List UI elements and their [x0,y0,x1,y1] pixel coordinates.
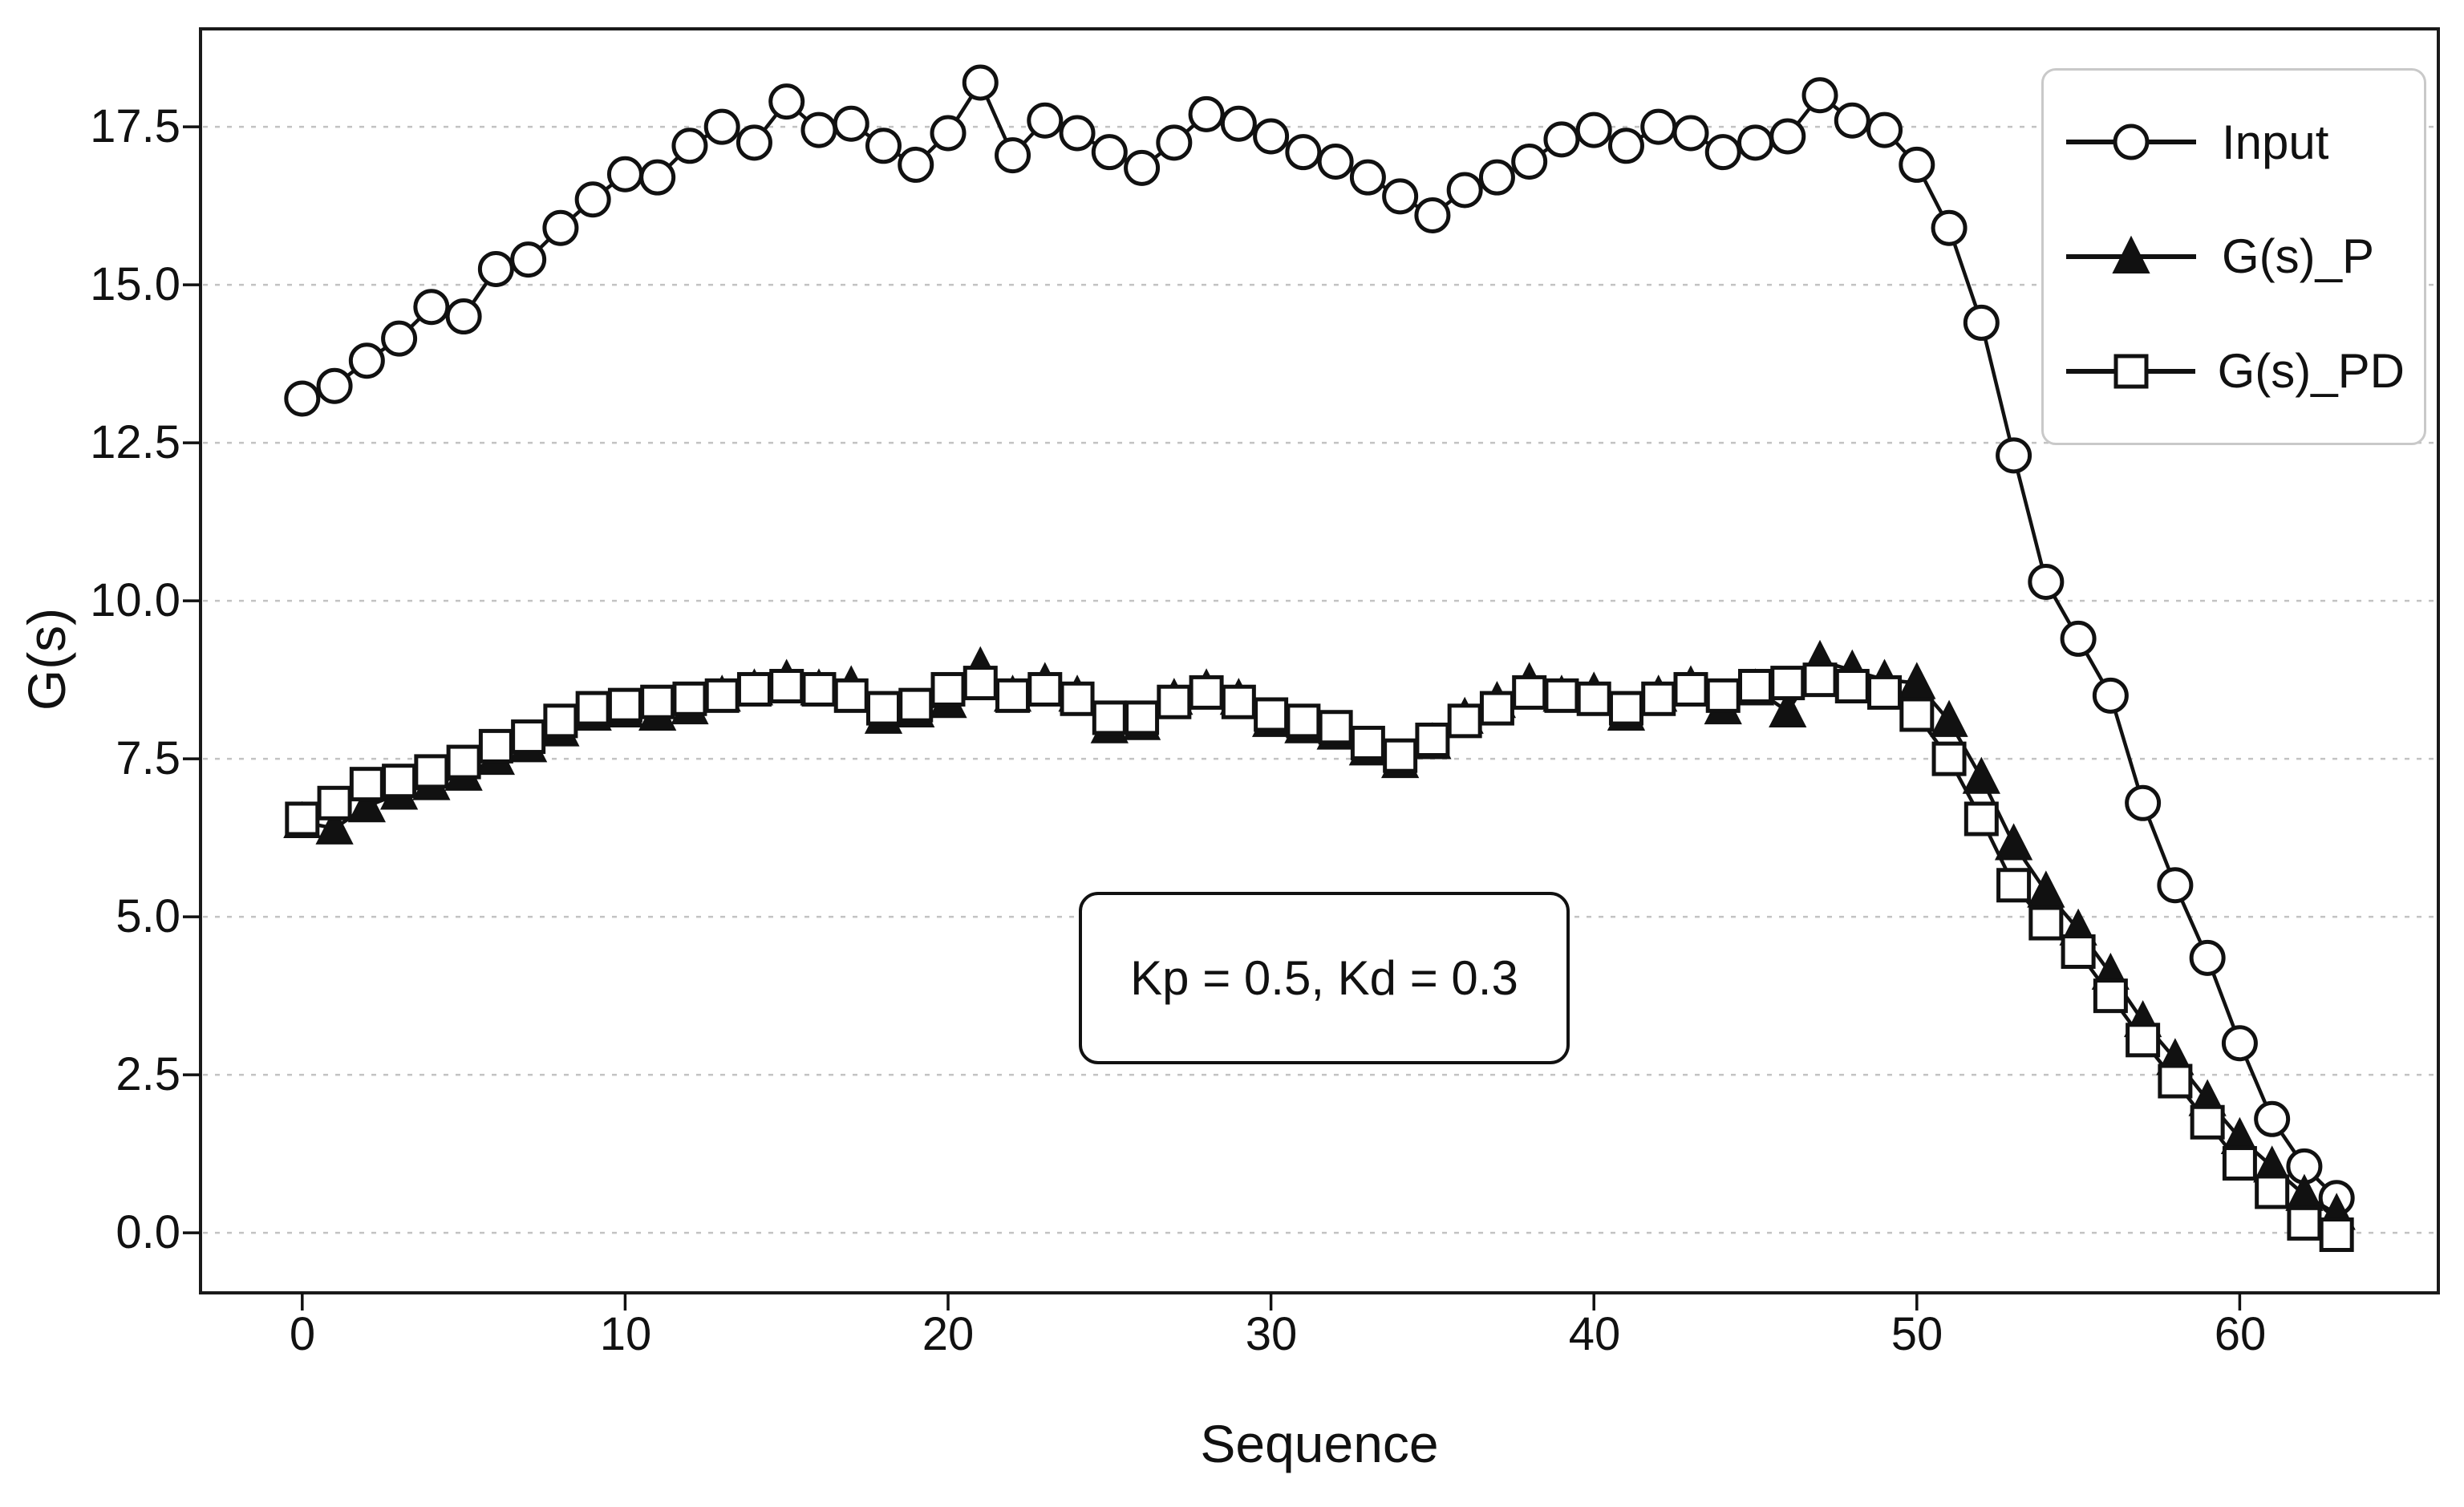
legend: Input G(s)_P G(s)_PD [2041,68,2426,445]
legend-label-input: Input [2222,115,2329,169]
ytick-label-2-5: 2.5 [116,1048,180,1100]
ytick-label-12-5: 12.5 [90,416,180,468]
legend-item-gs-pd: G(s)_PD [2063,343,2405,399]
ytick-label-17-5: 17.5 [90,100,180,152]
ytick-label-15-0: 15.0 [90,258,180,310]
xtick-label-60: 60 [2214,1308,2267,1360]
legend-item-input: Input [2063,115,2405,170]
ytick-label-7-5: 7.5 [116,732,180,784]
legend-label-gs-p: G(s)_P [2222,229,2375,284]
xtick-label-10: 10 [599,1308,652,1360]
xtick-label-40: 40 [1568,1308,1621,1360]
xtick-label-20: 20 [922,1308,975,1360]
gain-annotation-box: Kp = 0.5, Kd = 0.3 [1079,892,1570,1064]
square-marker-icon [2066,354,2195,389]
ytick-label-10-0: 10.0 [90,574,180,626]
ytick-label-5-0: 5.0 [116,890,180,942]
xtick-label-0: 0 [289,1308,316,1360]
xtick-label-30: 30 [1245,1308,1298,1360]
y-axis-title: G(s) [17,607,76,711]
circle-marker-icon [2066,124,2196,160]
triangle-marker-icon [2066,235,2196,273]
legend-item-gs-p: G(s)_P [2063,229,2405,284]
legend-label-gs-pd: G(s)_PD [2217,344,2405,399]
x-axis-title: Sequence [1200,1414,1439,1473]
ytick-label-0-0: 0.0 [116,1206,180,1258]
xtick-label-50: 50 [1891,1308,1943,1360]
